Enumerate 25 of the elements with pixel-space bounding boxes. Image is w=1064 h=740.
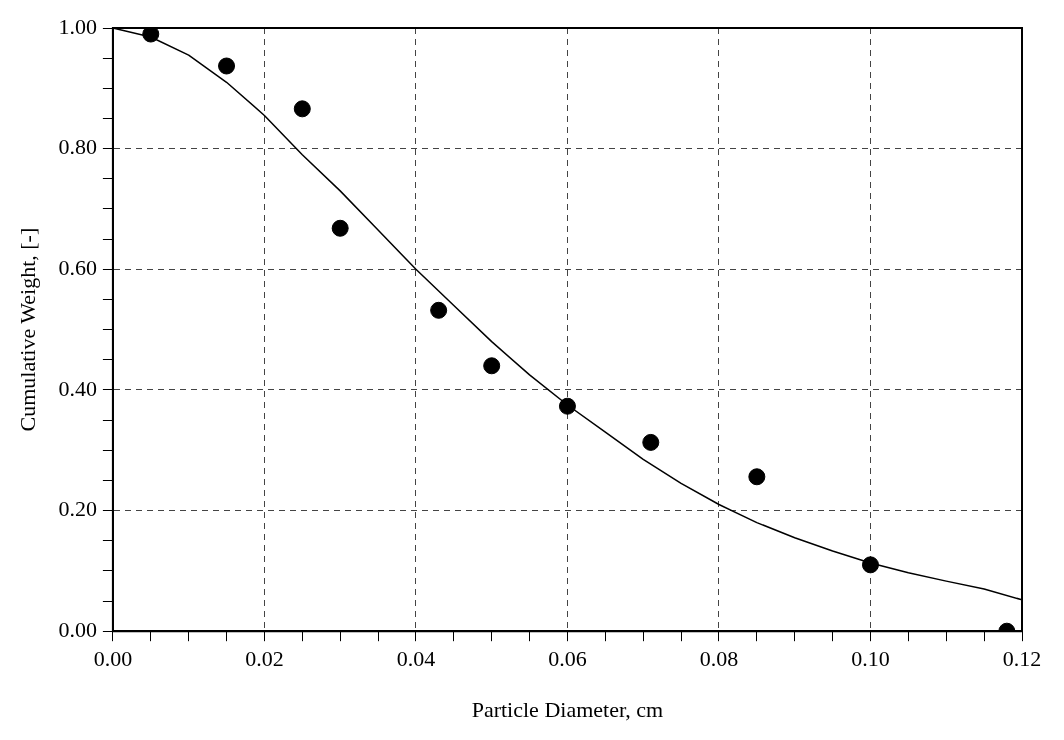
y-tick-label: 0.40 <box>58 375 97 401</box>
x-tick-label: 0.10 <box>851 646 890 672</box>
point <box>861 556 879 574</box>
x-tick-label: 0.12 <box>1002 646 1042 672</box>
x-tick-label: 0.02 <box>245 646 284 672</box>
point <box>293 100 311 118</box>
point <box>642 433 660 451</box>
x-axis-title: Particle Diameter, cm <box>471 696 664 722</box>
x-tick-label: 0.04 <box>396 646 436 672</box>
point <box>748 468 766 486</box>
point <box>558 397 576 415</box>
y-axis-title: Cumulative Weight, [-] <box>14 227 40 432</box>
point <box>331 219 349 237</box>
y-tick-label: 0.60 <box>58 255 97 281</box>
x-tick-label: 0.08 <box>699 646 739 672</box>
point <box>218 57 236 75</box>
point <box>430 301 448 319</box>
point <box>142 28 160 43</box>
y-tick-label: 0.20 <box>58 496 97 522</box>
x-tick-label: 0.00 <box>93 646 133 672</box>
y-tick-label: 0.00 <box>58 616 97 642</box>
y-tick-label: 1.00 <box>58 13 97 39</box>
point <box>483 357 501 375</box>
y-tick-label: 0.80 <box>58 134 97 160</box>
x-tick-label: 0.06 <box>548 646 587 672</box>
